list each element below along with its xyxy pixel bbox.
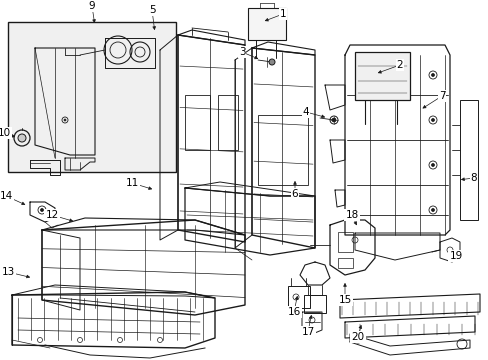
Circle shape [331,118,335,122]
Text: 4: 4 [302,107,309,117]
Text: 14: 14 [0,191,13,201]
Text: 20: 20 [351,332,364,342]
Bar [459,100,477,220]
Text: 15: 15 [338,295,351,305]
Text: 11: 11 [125,178,138,188]
Text: 6: 6 [291,189,298,199]
Text: 8: 8 [470,173,476,183]
Text: 1: 1 [279,9,286,19]
Circle shape [41,208,43,211]
Text: 5: 5 [148,5,155,15]
Circle shape [64,119,66,121]
Circle shape [430,73,434,77]
Bar [354,52,409,100]
Circle shape [430,163,434,166]
Circle shape [18,134,26,142]
Bar [8,22,176,172]
Bar [247,8,285,40]
Text: 7: 7 [438,91,445,101]
Bar [218,95,238,150]
Text: 18: 18 [345,210,358,220]
Text: 2: 2 [396,60,403,70]
Text: 9: 9 [88,1,95,11]
Bar [337,232,352,252]
Text: 3: 3 [238,47,245,57]
Text: 12: 12 [45,210,59,220]
Circle shape [268,59,274,65]
Circle shape [430,118,434,122]
Text: 19: 19 [448,251,462,261]
Bar [184,95,209,150]
Circle shape [430,208,434,211]
Text: 13: 13 [1,267,15,277]
Bar [258,115,307,185]
Text: 10: 10 [0,128,11,138]
Bar [287,286,309,308]
Bar [337,258,352,268]
Text: 16: 16 [287,307,300,317]
Text: 17: 17 [301,327,314,337]
Bar [304,295,325,313]
